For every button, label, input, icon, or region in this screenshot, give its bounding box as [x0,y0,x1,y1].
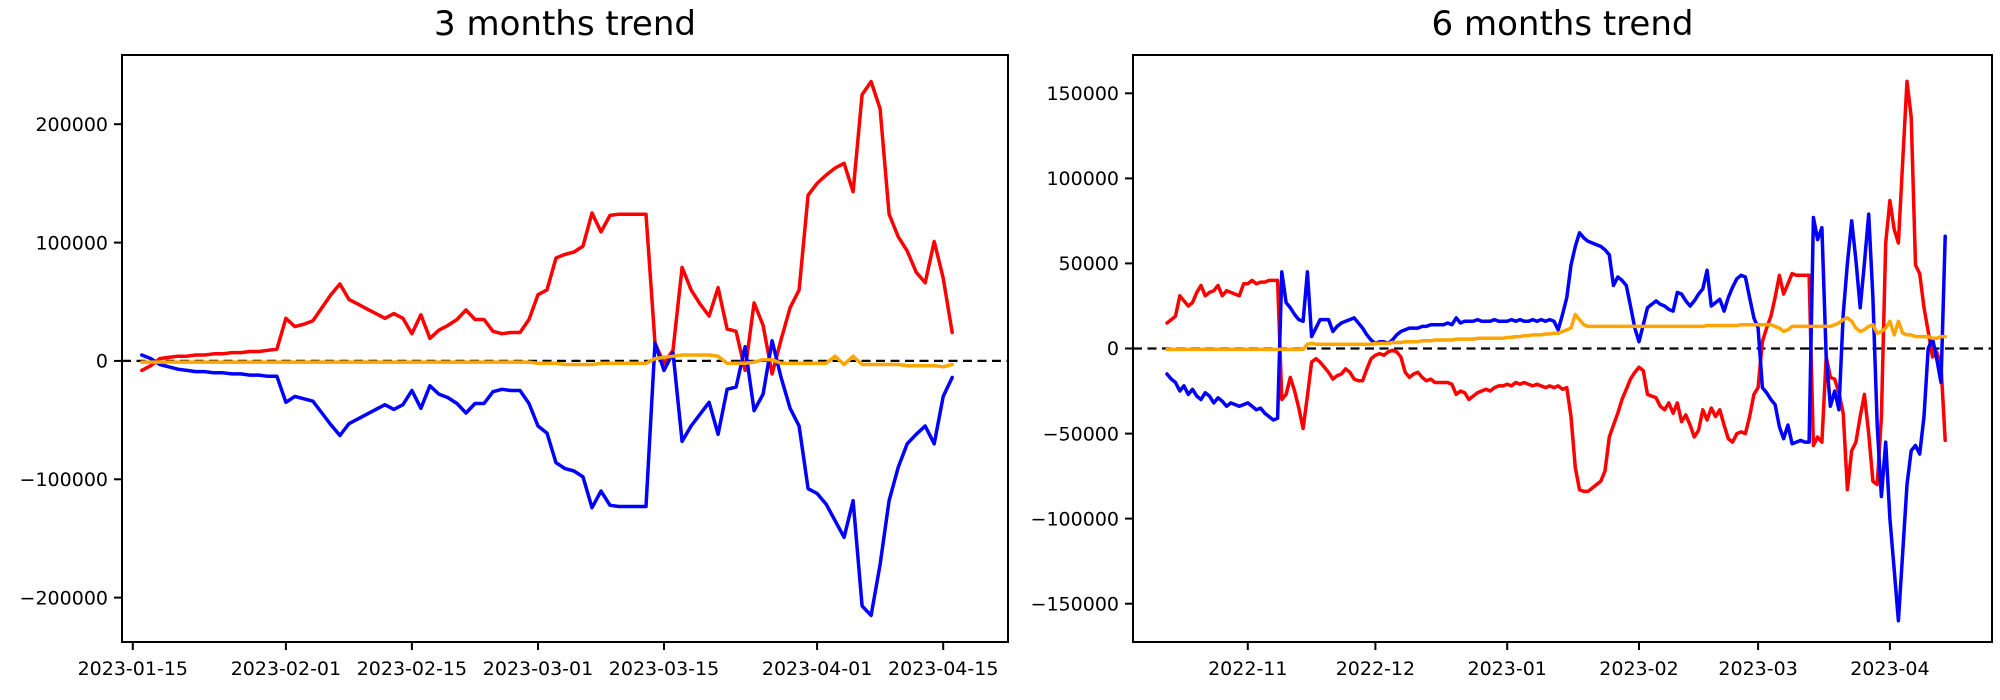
series-line-orange [1165,312,1947,352]
x-tick-label: 2023-04-01 [762,658,872,680]
x-tick-label: 2023-03-15 [609,658,719,680]
chart-title-right: 6 months trend [1431,4,1694,44]
x-tick-label: 2023-01-15 [78,658,188,680]
right-chart: −150000 −100000 −50000 0 50000 100000 150000 20… [1031,54,1993,680]
x-tick-label: 2023-02-01 [231,658,341,680]
y-tick-label: 0 [1107,338,1119,360]
x-tick-label: 2023-03-01 [483,658,593,680]
y-tick-label: 100000 [1046,168,1119,190]
y-tick-label: −100000 [1031,508,1119,530]
chart-title-left: 3 months trend [434,4,696,44]
series-line-red [140,79,954,376]
series-line-blue [140,339,954,618]
y-tick-label: 150000 [1046,83,1119,105]
y-tick-label: −150000 [1031,593,1119,615]
axis-spine [121,54,1009,643]
y-tick-label: −50000 [1043,423,1119,445]
x-tick-label: 2022-11 [1208,658,1287,680]
x-tick-label: 2023-02 [1599,658,1678,680]
x-tick-label: 2022-12 [1336,658,1415,680]
x-tick-label: 2023-04-15 [888,658,998,680]
x-tick-label: 2023-02-15 [357,658,467,680]
y-tick-label: 0 [96,351,108,373]
y-tick-label: −200000 [20,587,108,609]
x-tick-label: 2023-03 [1718,658,1797,680]
x-tick-label: 2023-01 [1468,658,1547,680]
left-chart: −200000 −100000 0 100000 200000 2023-01-15 202… [20,54,1009,680]
y-tick-label: 100000 [35,232,108,254]
y-tick-label: 50000 [1059,253,1119,275]
series-line-red [1165,79,1947,494]
y-tick-label: −100000 [20,469,108,491]
y-tick-label: 200000 [35,114,108,136]
series-line-blue [1165,212,1947,623]
x-tick-label: 2023-04 [1850,658,1929,680]
series-line-orange [140,353,954,369]
